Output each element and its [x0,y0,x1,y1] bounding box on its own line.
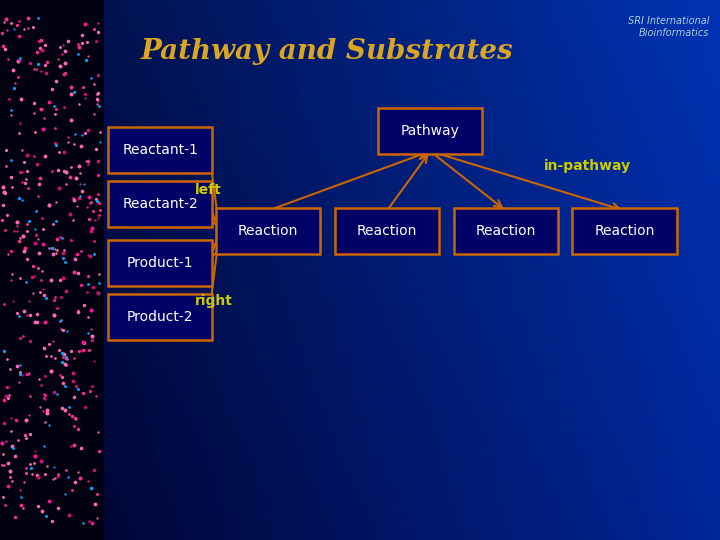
FancyBboxPatch shape [335,208,439,254]
Text: Reaction: Reaction [595,224,654,238]
Text: Reaction: Reaction [357,224,417,238]
FancyBboxPatch shape [454,208,558,254]
Text: Product-1: Product-1 [127,256,194,270]
FancyBboxPatch shape [216,208,320,254]
Text: Reaction: Reaction [476,224,536,238]
Text: Reaction: Reaction [238,224,298,238]
FancyBboxPatch shape [108,181,212,227]
Bar [0,0,104,540]
FancyBboxPatch shape [108,240,212,286]
Text: Pathway and Substrates: Pathway and Substrates [140,38,513,65]
Text: Reactant-2: Reactant-2 [122,197,198,211]
FancyBboxPatch shape [572,208,677,254]
FancyBboxPatch shape [108,127,212,173]
Text: in-pathway: in-pathway [544,159,631,173]
FancyBboxPatch shape [108,294,212,340]
Text: Pathway: Pathway [401,124,459,138]
Text: Reactant-1: Reactant-1 [122,143,198,157]
FancyBboxPatch shape [378,108,482,154]
Text: right: right [194,294,233,308]
Text: left: left [194,184,221,198]
Text: Product-2: Product-2 [127,310,194,324]
Text: SRI International
Bioinformatics: SRI International Bioinformatics [628,16,709,38]
